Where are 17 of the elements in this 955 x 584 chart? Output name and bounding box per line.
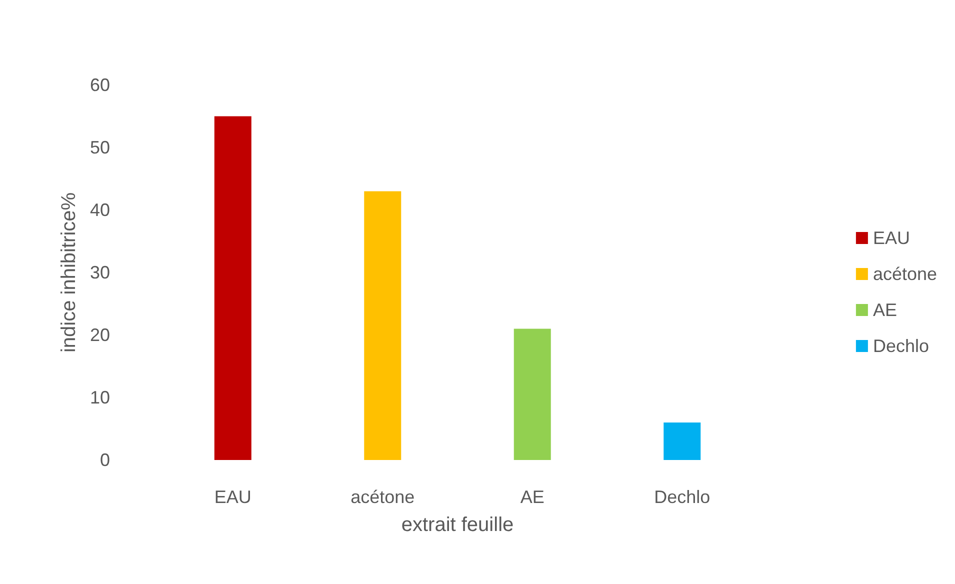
legend-label: acétone bbox=[872, 264, 938, 284]
y-tick-label: 10 bbox=[90, 388, 110, 408]
y-tick-label: 30 bbox=[90, 262, 110, 282]
legend-label: EAU bbox=[872, 228, 910, 248]
y-tick-label: 0 bbox=[100, 450, 110, 470]
x-axis-title: extrait feuille bbox=[401, 514, 514, 536]
x-tick-label: EAU bbox=[214, 487, 252, 507]
x-tick-label: Dechlo bbox=[654, 487, 710, 507]
y-tick-label: 20 bbox=[90, 325, 110, 345]
y-tick-label: 40 bbox=[90, 200, 110, 220]
y-tick-label: 50 bbox=[90, 138, 110, 158]
legend-label: Dechlo bbox=[872, 336, 929, 356]
y-tick-label: 60 bbox=[90, 75, 110, 95]
legend-label: AE bbox=[872, 300, 897, 320]
y-axis-title: indice inhibitrice% bbox=[58, 192, 80, 353]
x-tick-label: AE bbox=[520, 487, 544, 507]
x-tick-label: acétone bbox=[350, 487, 415, 507]
